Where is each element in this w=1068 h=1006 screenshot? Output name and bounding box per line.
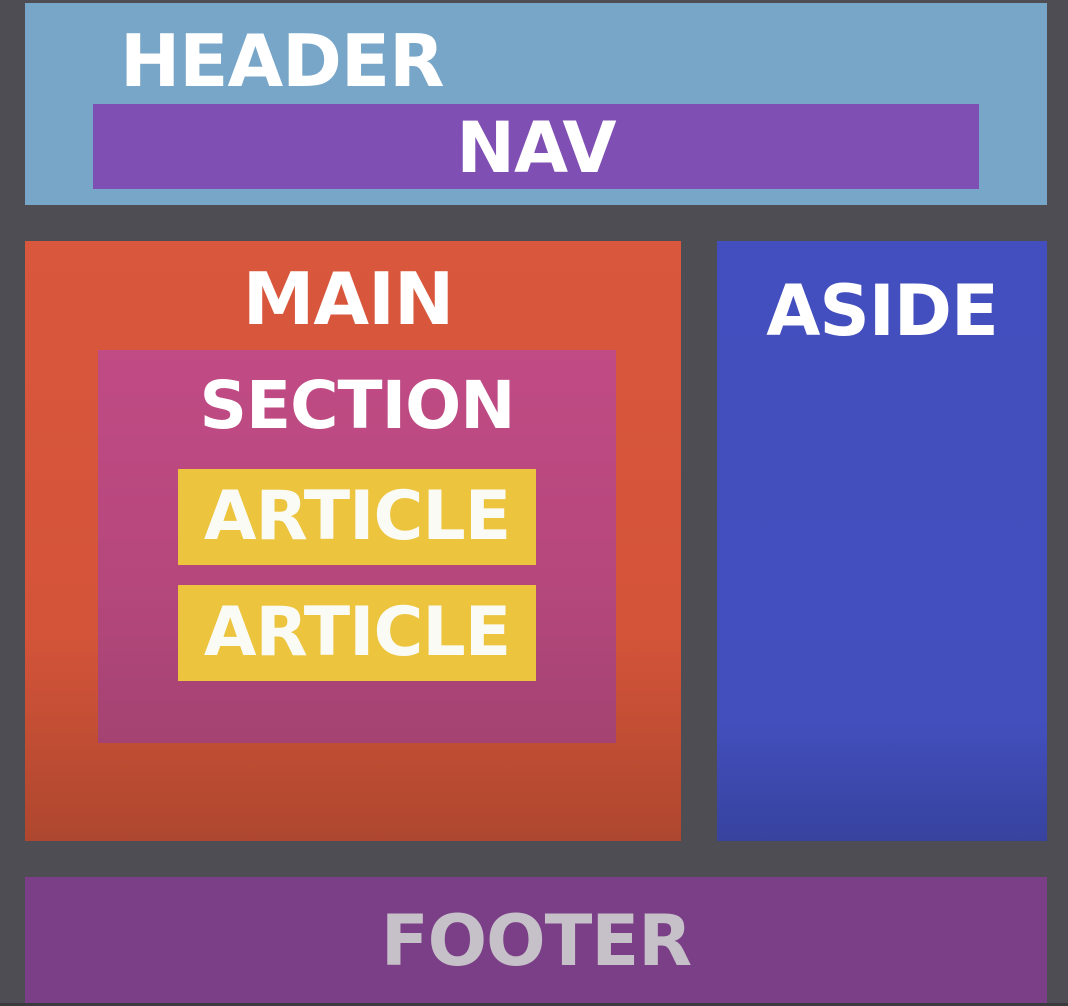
article-label: ARTICLE (203, 593, 511, 672)
aside-label: ASIDE (766, 270, 999, 352)
main-label: MAIN (242, 257, 454, 341)
article-block: ARTICLE (178, 585, 536, 681)
section-label: SECTION (199, 367, 516, 444)
footer-block: FOOTER (25, 877, 1047, 1006)
footer-label: FOOTER (380, 900, 692, 982)
nav-block: NAV (93, 104, 979, 189)
video-progress-bar (0, 1003, 1068, 1006)
article-block: ARTICLE (178, 469, 536, 565)
nav-label: NAV (456, 107, 616, 189)
header-label: HEADER (120, 19, 445, 103)
aside-block: ASIDE (717, 241, 1047, 841)
article-label: ARTICLE (203, 477, 511, 556)
